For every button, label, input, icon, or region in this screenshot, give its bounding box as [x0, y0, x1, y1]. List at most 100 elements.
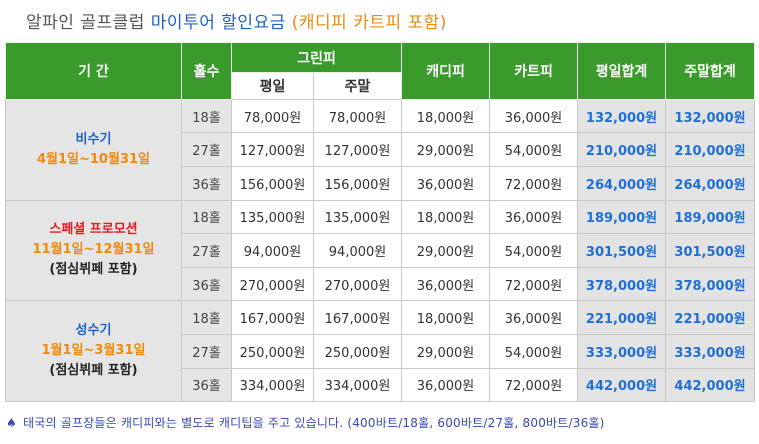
weekday-total-cell: 301,500원 [577, 232, 667, 269]
caddie-fee-cell: 18,000원 [401, 300, 491, 335]
cart-fee-cell: 72,000원 [489, 166, 579, 201]
holes-cell: 18홀 [181, 98, 232, 134]
weekend-green-fee-cell: 78,000원 [312, 98, 403, 134]
weekend-total-cell: 132,000원 [665, 98, 756, 134]
period-dates: 11월1일~12월31일 [32, 242, 155, 258]
table-row: 성수기 1월1일~3월31일 (점심뷔페 포함) 18홀 167,000원 167,000… [5, 300, 756, 402]
cart-fee-cell: 72,000원 [489, 367, 579, 403]
period-note: (점심뷔페 포함) [49, 363, 138, 379]
period-name: 스페셜 프로모션 [49, 222, 138, 238]
weekday-total-cell: 189,000원 [577, 199, 667, 234]
holes-cell: 27홀 [181, 132, 232, 168]
weekday-total-cell: 378,000원 [577, 267, 667, 302]
header-cart-fee: 카트피 [489, 42, 579, 100]
cart-fee-cell: 54,000원 [489, 232, 579, 269]
weekend-green-fee-cell: 135,000원 [312, 199, 403, 234]
weekend-green-fee-cell: 127,000원 [312, 132, 403, 168]
weekday-green-fee-cell: 78,000원 [231, 98, 314, 134]
holes-cell: 27홀 [181, 232, 232, 269]
caddie-fee-cell: 29,000원 [401, 232, 491, 269]
table-row: 27홀 94,000원 94,000원 29,000원 54,000원 301,500원 3… [6, 232, 756, 269]
weekend-total-cell: 442,000원 [665, 367, 756, 403]
header-period: 기 간 [5, 42, 182, 100]
header-holes: 홀수 [181, 42, 232, 100]
weekend-total-cell: 264,000원 [665, 166, 756, 201]
weekday-green-fee-cell: 127,000원 [231, 132, 314, 168]
weekday-green-fee-cell: 94,000원 [231, 232, 314, 269]
weekend-green-fee-cell: 270,000원 [312, 267, 403, 302]
weekday-total-cell: 132,000원 [577, 98, 667, 134]
weekday-total-cell: 264,000원 [577, 166, 667, 201]
weekday-green-fee-cell: 135,000원 [231, 199, 314, 234]
cart-fee-cell: 54,000원 [489, 132, 579, 168]
weekday-green-fee-cell: 270,000원 [231, 267, 314, 302]
header-weekend-total: 주말합계 [665, 42, 756, 100]
weekend-total-cell: 189,000원 [665, 199, 756, 234]
table-row: 36홀 334,000원 334,000원 36,000원 72,000원 442,000… [6, 367, 756, 403]
holes-cell: 18홀 [181, 300, 232, 335]
footer-note: ♠ 태국의 골프장들은 캐디피와는 별도로 캐디팁을 주고 있습니다. (400바… [6, 414, 605, 431]
table-row: 36홀 156,000원 156,000원 36,000원 72,000원 264,000… [6, 166, 756, 201]
weekday-green-fee-cell: 334,000원 [231, 367, 314, 403]
period-dates: 1월1일~3월31일 [41, 343, 146, 359]
weekday-total-cell: 442,000원 [577, 367, 667, 403]
header-weekday-total: 평일합계 [577, 42, 667, 100]
weekday-total-cell: 221,000원 [577, 300, 667, 335]
weekend-total-cell: 333,000원 [665, 333, 756, 369]
caddie-fee-cell: 36,000원 [401, 166, 491, 201]
cart-fee-cell: 54,000원 [489, 333, 579, 369]
spade-icon: ♠ [6, 416, 17, 430]
header-green-fee: 그린피 [230, 42, 403, 73]
period-cell: 성수기 1월1일~3월31일 (점심뷔페 포함) [5, 300, 182, 402]
title-includes: (캐디피 카트피 포함) [291, 13, 447, 33]
weekend-green-fee-cell: 167,000원 [312, 300, 403, 335]
table-row: 27홀 250,000원 250,000원 29,000원 54,000원 333,000… [6, 333, 756, 369]
period-name: 성수기 [75, 323, 112, 339]
weekday-green-fee-cell: 167,000원 [231, 300, 314, 335]
weekend-total-cell: 301,500원 [665, 232, 756, 269]
caddie-fee-cell: 29,000원 [401, 132, 491, 168]
table-row: 비수기 4월1일~10월31일 18홀 78,000원 78,000원 18,000원 36… [5, 98, 756, 201]
cart-fee-cell: 36,000원 [489, 98, 579, 134]
period-cell: 비수기 4월1일~10월31일 [5, 99, 182, 201]
header-caddie-fee: 캐디피 [401, 42, 491, 100]
caddie-fee-cell: 18,000원 [401, 98, 491, 134]
weekend-green-fee-cell: 334,000원 [312, 367, 403, 403]
rate-table: 기 간 홀수 그린피 캐디피 카트피 평일합계 주말합계 평일 주말 비수기 4월… [5, 42, 756, 403]
period-note: (점심뷔페 포함) [49, 262, 138, 278]
table-row: 36홀 270,000원 270,000원 36,000원 72,000원 378,000… [6, 267, 756, 302]
caddie-fee-cell: 18,000원 [401, 199, 491, 234]
cart-fee-cell: 36,000원 [489, 199, 579, 234]
holes-cell: 36홀 [181, 367, 232, 403]
holes-cell: 36홀 [181, 166, 232, 201]
holes-cell: 27홀 [181, 333, 232, 369]
weekend-green-fee-cell: 156,000원 [312, 166, 403, 201]
weekend-total-cell: 378,000원 [665, 267, 756, 302]
weekend-green-fee-cell: 250,000원 [312, 333, 403, 369]
caddie-fee-cell: 36,000원 [401, 367, 491, 403]
holes-cell: 18홀 [181, 199, 232, 234]
holes-cell: 36홀 [181, 267, 232, 302]
weekday-green-fee-cell: 250,000원 [231, 333, 314, 369]
table-row: 스페셜 프로모션 11월1일~12월31일 (점심뷔페 포함) 18홀 135,000원… [5, 199, 756, 302]
caddie-fee-cell: 36,000원 [401, 267, 491, 302]
weekend-total-cell: 221,000원 [665, 300, 756, 335]
weekend-total-cell: 210,000원 [665, 132, 756, 168]
cart-fee-cell: 72,000원 [489, 267, 579, 302]
weekend-green-fee-cell: 94,000원 [312, 232, 403, 269]
period-cell: 스페셜 프로모션 11월1일~12월31일 (점심뷔페 포함) [5, 199, 182, 302]
period-name: 비수기 [75, 131, 112, 147]
weekday-total-cell: 210,000원 [577, 132, 667, 168]
cart-fee-cell: 36,000원 [489, 300, 579, 335]
page-title: 알파인 골프클럽 마이투어 할인요금 (캐디피 카트피 포함) [26, 10, 447, 36]
title-discount: 마이투어 할인요금 [150, 13, 286, 33]
weekday-total-cell: 333,000원 [577, 333, 667, 369]
footer-text: 태국의 골프장들은 캐디피와는 별도로 캐디팁을 주고 있습니다. (400바트… [22, 416, 605, 430]
header-weekend: 주말 [312, 72, 403, 100]
header-weekday: 평일 [231, 72, 314, 100]
table-row: 27홀 127,000원 127,000원 29,000원 54,000원 210,000… [6, 132, 756, 168]
caddie-fee-cell: 29,000원 [401, 333, 491, 369]
title-club-name: 알파인 골프클럽 [26, 13, 145, 33]
period-dates: 4월1일~10월31일 [36, 151, 150, 167]
weekday-green-fee-cell: 156,000원 [231, 166, 314, 201]
